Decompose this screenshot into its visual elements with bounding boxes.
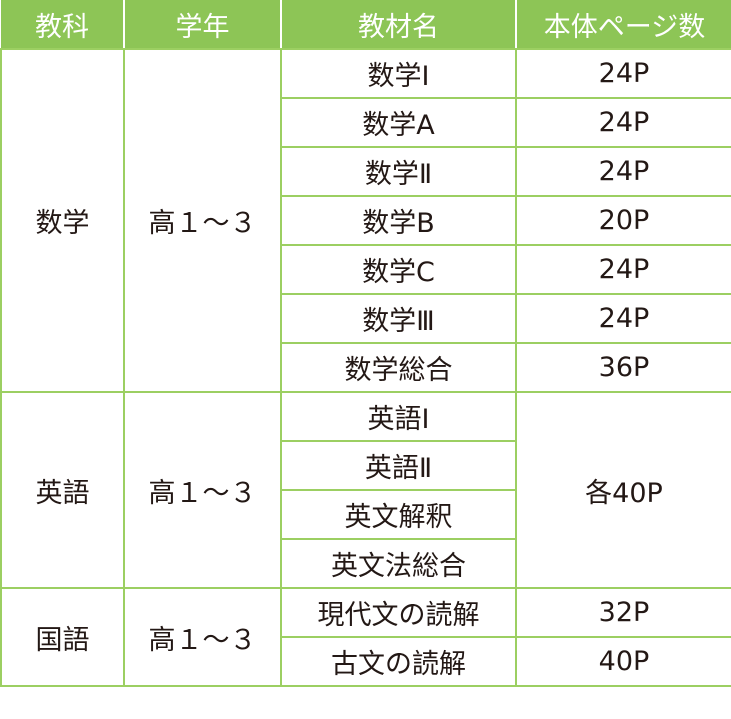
table-row: 数学 高１～３ 数学Ⅰ 24P [0, 48, 731, 393]
table-row: 数学総合 36P [1, 342, 731, 393]
table-row: 数学A 24P [1, 97, 731, 148]
table-row: 英語Ⅱ [1, 440, 731, 491]
pages-cell: 各40P [515, 391, 731, 589]
pages-cell: 24P [515, 293, 731, 344]
table-row: 英文法総合 [1, 538, 731, 589]
material-name-cell: 英文法総合 [280, 538, 517, 589]
material-name-cell: 現代文の読解 [280, 587, 517, 638]
material-name-cell: 数学総合 [280, 342, 517, 393]
header-subject: 教科 [1, 0, 125, 50]
header-material: 教材名 [280, 0, 517, 50]
header-grade: 学年 [123, 0, 282, 50]
subject-cell: 国語 [0, 587, 125, 687]
table-row: 数学Ⅲ 24P [1, 293, 731, 344]
pages-cell: 24P [515, 48, 731, 99]
material-name-cell: 英語Ⅱ [280, 440, 517, 491]
table-row: 英語 高１～３ 英語Ⅰ 各40P [0, 391, 731, 589]
material-name-cell: 英語Ⅰ [280, 391, 517, 442]
header-pages: 本体ページ数 [515, 0, 731, 50]
material-name-cell: 古文の読解 [280, 636, 517, 687]
subject-cell: 数学 [0, 48, 125, 393]
materials-table: 教科 学年 教材名 本体ページ数 数学 高１～３ 数学Ⅰ 24P 数学A 24P 数学Ⅱ 24… [0, 0, 731, 687]
material-name-cell: 数学Ⅱ [280, 146, 517, 197]
table-row: 数学C 24P [1, 244, 731, 295]
pages-cell: 24P [515, 97, 731, 148]
material-name-cell: 数学B [280, 195, 517, 246]
grade-cell: 高１～３ [123, 48, 282, 393]
pages-cell: 36P [515, 342, 731, 393]
pages-cell: 32P [515, 587, 731, 638]
pages-cell: 24P [515, 146, 731, 197]
table-row: 古文の読解 40P [1, 636, 731, 687]
pages-cell: 20P [515, 195, 731, 246]
material-name-cell: 数学A [280, 97, 517, 148]
subject-cell: 英語 [0, 391, 125, 589]
table-row: 国語 高１～３ 現代文の読解 32P [0, 587, 731, 687]
material-name-cell: 英文解釈 [280, 489, 517, 540]
grade-cell: 高１～３ [123, 587, 282, 687]
material-name-cell: 数学Ⅰ [280, 48, 517, 99]
grade-cell: 高１～３ [123, 391, 282, 589]
table-row: 数学B 20P [1, 195, 731, 246]
pages-cell: 40P [515, 636, 731, 687]
pages-cell: 24P [515, 244, 731, 295]
table-row: 英文解釈 [1, 489, 731, 540]
material-name-cell: 数学Ⅲ [280, 293, 517, 344]
table-row: 数学Ⅱ 24P [1, 146, 731, 197]
material-name-cell: 数学C [280, 244, 517, 295]
header-row: 教科 学年 教材名 本体ページ数 [1, 0, 731, 50]
